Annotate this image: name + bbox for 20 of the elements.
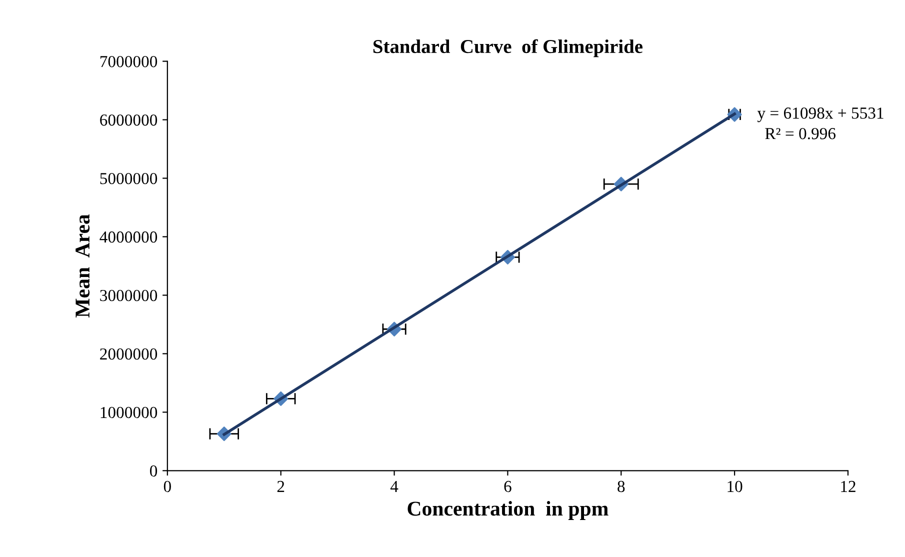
- annotation: y = 61098x + 5531: [757, 108, 884, 122]
- x-tick-label: 6: [504, 480, 512, 492]
- x-axis-title: Concentration in ppm: [408, 501, 608, 520]
- x-tick-label: 8: [618, 480, 625, 492]
- y-tick-label: 4000000: [100, 231, 158, 243]
- y-tick-label: 1000000: [100, 406, 158, 418]
- x-tick-label: 10: [728, 480, 742, 492]
- y-tick-label: 5000000: [100, 172, 158, 184]
- y-tick-label: 2000000: [100, 348, 158, 360]
- annotation: R² = 0.996: [765, 128, 836, 140]
- x-tick-label: 12: [841, 480, 856, 492]
- x-tick-label: 4: [390, 480, 398, 492]
- y-tick-label: 7000000: [100, 56, 158, 68]
- y-tick-label: 6000000: [100, 114, 158, 126]
- x-tick-label: 2: [277, 480, 284, 492]
- x-tick-label: 0: [164, 480, 171, 492]
- y-tick-label: 0: [150, 465, 158, 477]
- y-axis-title: Mean Area: [76, 214, 90, 318]
- chart-title: Standard Curve of Glimepiride: [373, 39, 643, 58]
- y-tick-label: 3000000: [100, 290, 158, 302]
